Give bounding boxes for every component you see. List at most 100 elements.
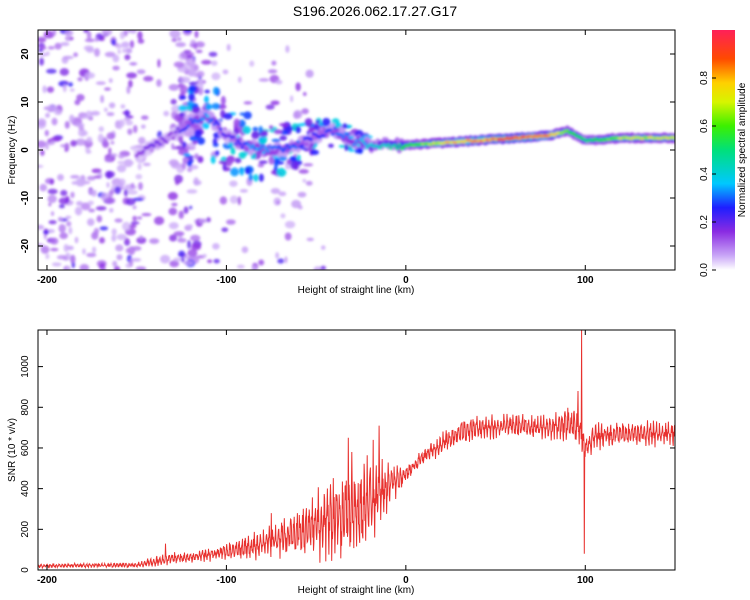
spectrogram-ridge-blob	[238, 142, 242, 146]
spectrogram-ridge-blob	[218, 127, 223, 131]
spectrogram-ridge-blob	[184, 126, 189, 130]
spectrogram-noise-blob	[129, 40, 135, 49]
spectrogram-noise-blob	[133, 124, 138, 134]
spectrogram-noise-blob	[62, 55, 74, 60]
spectrogram-noise-blob	[80, 202, 91, 211]
spectrogram-noise-blob	[186, 224, 194, 228]
spectrogram-noise-blob	[84, 38, 95, 43]
spectrogram-y-label: Frequency (Hz)	[7, 116, 18, 185]
spectrogram-structure-blob	[186, 101, 195, 107]
spectrogram-noise-blob	[40, 149, 45, 156]
spectrogram-x-tick-label: -200	[37, 275, 57, 286]
spectrogram-noise-blob	[194, 30, 199, 39]
colorbar-ticks: 0.0 0.2 0.4 0.6 0.8	[699, 71, 716, 277]
spectrogram-structure-blob	[188, 92, 195, 102]
spectrogram-noise-blob	[305, 69, 314, 78]
spectrogram-structure-blob	[271, 138, 281, 143]
spectrogram-noise-blob	[284, 232, 292, 241]
spectrogram-noise-blob	[50, 136, 62, 142]
snr-y-tick-label: 800	[20, 399, 31, 416]
spectrogram-noise-blob	[116, 233, 127, 241]
spectrogram-noise-blob	[118, 154, 125, 159]
spectrogram-noise-blob	[58, 204, 65, 209]
spectrogram-noise-blob	[137, 31, 143, 40]
spectrogram-noise-blob	[173, 61, 185, 68]
spectrogram-structure-blob	[234, 157, 242, 164]
spectrogram-x-tick-label: 100	[577, 275, 594, 286]
spectrogram-noise-blob	[243, 101, 253, 105]
spectrogram-noise-blob	[124, 109, 130, 117]
spectrogram-noise-blob	[183, 260, 195, 266]
spectrogram-noise-blob	[169, 260, 180, 268]
spectrogram-structure-blob	[295, 125, 301, 134]
spectrogram-structure-blob	[271, 170, 277, 175]
spectrogram-noise-blob	[75, 178, 86, 187]
spectrogram-noise-blob	[47, 138, 52, 143]
spectrogram-noise-blob	[49, 178, 54, 185]
spectrogram-noise-blob	[38, 118, 47, 127]
spectrogram-noise-blob	[112, 54, 120, 63]
spectrogram-noise-blob	[169, 234, 178, 242]
spectrogram-ridge-blob	[145, 146, 150, 150]
spectrogram-noise-blob	[108, 190, 114, 198]
spectrogram-ridge-blob	[363, 142, 367, 146]
spectrogram-structure-blob	[276, 167, 287, 177]
spectrogram-ridge-blob	[240, 145, 244, 149]
spectrogram-noise-blob	[160, 254, 171, 264]
spectrogram-noise-blob	[170, 98, 177, 105]
spectrogram-structure-blob	[259, 139, 267, 144]
spectrogram-noise-blob	[115, 43, 123, 49]
spectrogram-noise-blob	[106, 132, 115, 140]
spectrogram-structure-blob	[258, 160, 268, 164]
spectrogram-noise-blob	[306, 237, 314, 242]
spectrogram-ridge-blob	[197, 119, 201, 123]
spectrogram-noise-blob	[38, 52, 48, 57]
spectrogram-noise-blob	[138, 136, 146, 145]
spectrogram-noise-blob	[138, 182, 143, 191]
spectrogram-noise-blob	[185, 52, 195, 57]
spectrogram-structure-blob	[194, 129, 202, 139]
spectrogram-noise-blob	[129, 62, 137, 66]
spectrogram-structure-blob	[212, 86, 219, 96]
spectrogram-noise-blob	[303, 163, 314, 167]
spectrogram-noise-blob	[239, 189, 248, 193]
spectrogram-ridge-blob	[173, 130, 178, 134]
spectrogram-noise-blob	[176, 167, 184, 174]
spectrogram-noise-blob	[54, 42, 62, 50]
spectrogram-structure-blob	[315, 119, 320, 124]
spectrogram-noise-blob	[221, 227, 229, 233]
spectrogram-noise-blob	[38, 48, 44, 53]
spectrogram-ridge-blob	[352, 142, 356, 147]
spectrogram-noise-blob	[65, 34, 70, 42]
spectrogram-structure-blob	[230, 146, 236, 155]
snr-y-tick-label: 200	[20, 521, 31, 538]
spectrogram-structure-blob	[225, 158, 233, 167]
spectrogram-noise-blob	[95, 206, 107, 211]
spectrogram-noise-blob	[98, 126, 104, 133]
spectrogram-ridge-blob	[149, 142, 154, 146]
spectrogram-structure-blob	[182, 141, 187, 148]
spectrogram-noise-blob	[116, 164, 127, 173]
spectrogram-noise-blob	[111, 234, 117, 242]
spectrogram-noise-blob	[63, 265, 71, 270]
spectrogram-ridge-blob	[330, 132, 335, 136]
spectrogram-structure-blob	[244, 167, 251, 175]
spectrogram-structure-blob	[296, 154, 301, 162]
colorbar-tick-label: 0.6	[699, 119, 710, 133]
spectrogram-noise-blob	[45, 112, 50, 118]
spectrogram-structure-blob	[214, 150, 220, 156]
spectrogram-noise-blob	[133, 197, 144, 202]
spectrogram-noise-blob	[123, 189, 129, 197]
spectrogram-noise-blob	[137, 163, 142, 171]
spectrogram-noise-blob	[50, 211, 55, 217]
spectrogram-noise-blob	[143, 75, 154, 82]
spectrogram-noise-blob	[153, 216, 165, 226]
spectrogram-noise-blob	[123, 117, 131, 122]
spectrogram-noise-blob	[111, 38, 116, 46]
spectrogram-ridge-blob	[386, 143, 391, 147]
spectrogram-ridge-blob	[231, 135, 236, 139]
spectrogram-noise-blob	[302, 178, 307, 183]
spectrogram-noise-blob	[46, 68, 57, 74]
spectrogram-structure-blob	[210, 155, 216, 164]
spectrogram-ridge-blob	[350, 135, 354, 139]
